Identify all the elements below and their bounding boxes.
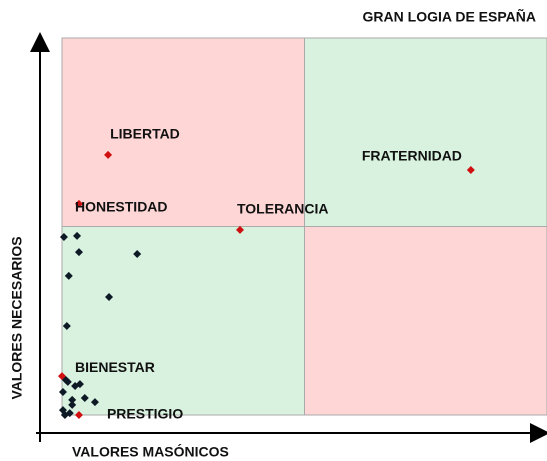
point xyxy=(75,380,84,389)
point-label: FRATERNIDAD xyxy=(362,148,462,164)
point-label: PRESTIGIO xyxy=(107,406,183,422)
point xyxy=(62,322,71,331)
point xyxy=(74,411,83,419)
plot-area xyxy=(61,37,547,416)
point xyxy=(73,231,82,240)
point xyxy=(64,271,73,280)
point xyxy=(235,225,244,234)
point xyxy=(59,233,68,242)
point-label: BIENESTAR xyxy=(75,359,155,375)
chart-title: GRAN LOGIA DE ESPAÑA xyxy=(363,8,536,25)
point xyxy=(104,150,113,159)
point xyxy=(63,377,72,386)
quadrant xyxy=(61,37,305,227)
point-label: HONESTIDAD xyxy=(75,199,168,215)
point xyxy=(133,250,142,259)
quadrant xyxy=(304,226,547,416)
point xyxy=(466,165,475,174)
point xyxy=(74,248,83,257)
y-axis-label: VALORES NECESARIOS xyxy=(9,236,25,399)
point-label: LIBERTAD xyxy=(110,126,180,142)
point xyxy=(68,395,77,404)
point xyxy=(105,292,114,301)
point xyxy=(74,199,83,208)
x-axis-label: VALORES MASÓNICOS xyxy=(72,443,229,460)
quadrant xyxy=(61,226,305,416)
quadrant xyxy=(304,37,547,227)
point xyxy=(68,400,77,409)
point xyxy=(80,394,89,403)
point-label: TOLERANCIA xyxy=(237,201,329,217)
point xyxy=(90,398,99,407)
point xyxy=(65,409,74,418)
point xyxy=(58,388,67,397)
